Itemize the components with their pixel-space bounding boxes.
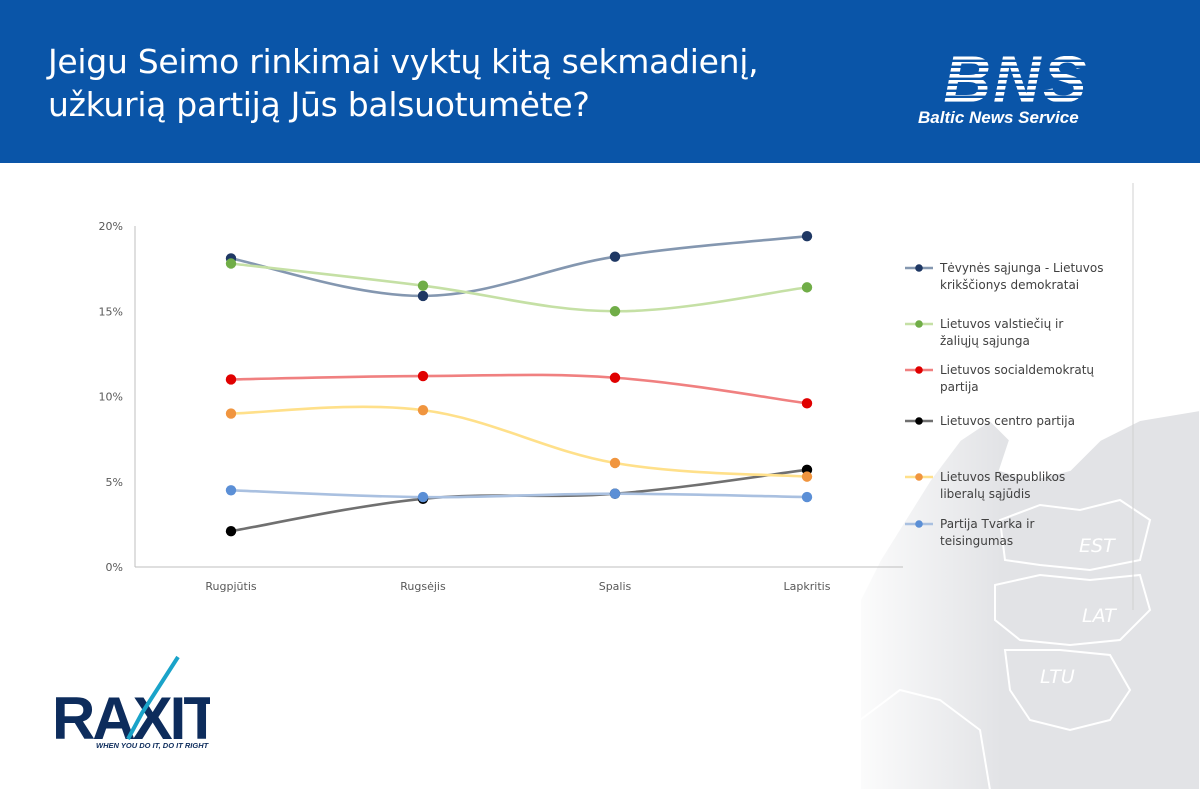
series-point (417, 290, 429, 302)
map-label-lat: LAT (1082, 605, 1117, 627)
raxit-checkmark-icon (126, 655, 180, 740)
x-tick-label: Lapkritis (784, 580, 831, 593)
y-tick-label: 20% (99, 220, 123, 233)
bns-logo: BNS (943, 44, 1088, 116)
series-point (609, 457, 621, 469)
series-point (801, 471, 813, 482)
y-tick-label: 5% (106, 476, 123, 489)
bns-caption: Baltic News Service (918, 108, 1079, 127)
legend-marker (915, 520, 923, 528)
y-tick-label: 15% (99, 305, 123, 318)
title-line-2: užkurią partiją Jūs balsuotumėte? (48, 85, 590, 124)
page-title: Jeigu Seimo rinkimai vyktų kitą sekmadie… (48, 40, 868, 126)
legend: Tėvynės sąjunga - Lietuvos krikščionys de… (905, 261, 1103, 548)
series-line (230, 405, 808, 478)
series-point (225, 258, 237, 269)
legend-marker (915, 320, 923, 328)
raxit-tagline: WHEN YOU DO IT, DO IT RIGHT (96, 741, 209, 750)
x-tick-label: Spalis (599, 580, 632, 593)
series-line (230, 234, 808, 298)
x-axis-ticks: Rugpjūtis Rugsėjis Spalis Lapkritis (205, 580, 830, 593)
raxit-logo-text: RAXIT (52, 685, 210, 752)
series-point (801, 231, 813, 242)
map-label-ltu: LTU (1040, 666, 1075, 688)
legend-marker (915, 366, 923, 374)
series-line (230, 488, 808, 499)
legend-label: Lietuvos centro partija (940, 414, 1075, 428)
title-line-1: Jeigu Seimo rinkimai vyktų kitą sekmadie… (48, 42, 759, 81)
series-line (230, 468, 808, 533)
series-point (225, 374, 237, 385)
series-point (609, 488, 621, 499)
series-point (609, 372, 621, 383)
legend-label: Lietuvos valstiečių ir žaliųjų sąjunga (940, 317, 1063, 348)
series-lines (230, 234, 808, 533)
legend-marker (915, 417, 923, 425)
raxit-logo: RAXIT (52, 655, 210, 752)
legend-label: Partija Tvarka ir teisingumas (940, 517, 1034, 548)
series-line (230, 373, 808, 405)
x-tick-label: Rugsėjis (400, 580, 446, 593)
map-label-est: EST (1079, 535, 1116, 557)
x-tick-label: Rugpjūtis (205, 580, 256, 593)
y-tick-label: 10% (99, 391, 123, 404)
baltic-map-background: EST LAT LTU (840, 163, 1200, 790)
header-banner: Jeigu Seimo rinkimai vyktų kitą sekmadie… (0, 0, 1200, 163)
legend-label: Lietuvos socialdemokratų partija (940, 363, 1094, 394)
series-point (225, 485, 237, 496)
series-point (225, 525, 237, 537)
series-point (801, 491, 813, 503)
series-point (609, 306, 621, 317)
series-point (225, 408, 237, 419)
series-point (417, 370, 429, 382)
legend-label: Tėvynės sąjunga - Lietuvos krikščionys de… (939, 261, 1103, 292)
series-point (609, 251, 621, 262)
series-line (230, 262, 808, 313)
y-tick-label: 0% (106, 561, 123, 574)
series-point (801, 282, 813, 293)
series-markers (225, 231, 813, 537)
bns-logo-text: BNS (943, 44, 1088, 116)
y-axis-ticks: 0% 5% 10% 15% 20% (99, 220, 123, 574)
poll-line-chart: 0% 5% 10% 15% 20% Rugpjūtis Rugsėjis Spalis Lap… (99, 183, 1134, 610)
series-point (417, 491, 429, 503)
legend-marker (915, 473, 923, 481)
series-point (801, 398, 813, 409)
series-point (417, 280, 429, 291)
series-point (417, 404, 429, 416)
legend-marker (915, 264, 923, 272)
legend-label: Lietuvos Respublikos liberalų sąjūdis (940, 470, 1065, 501)
